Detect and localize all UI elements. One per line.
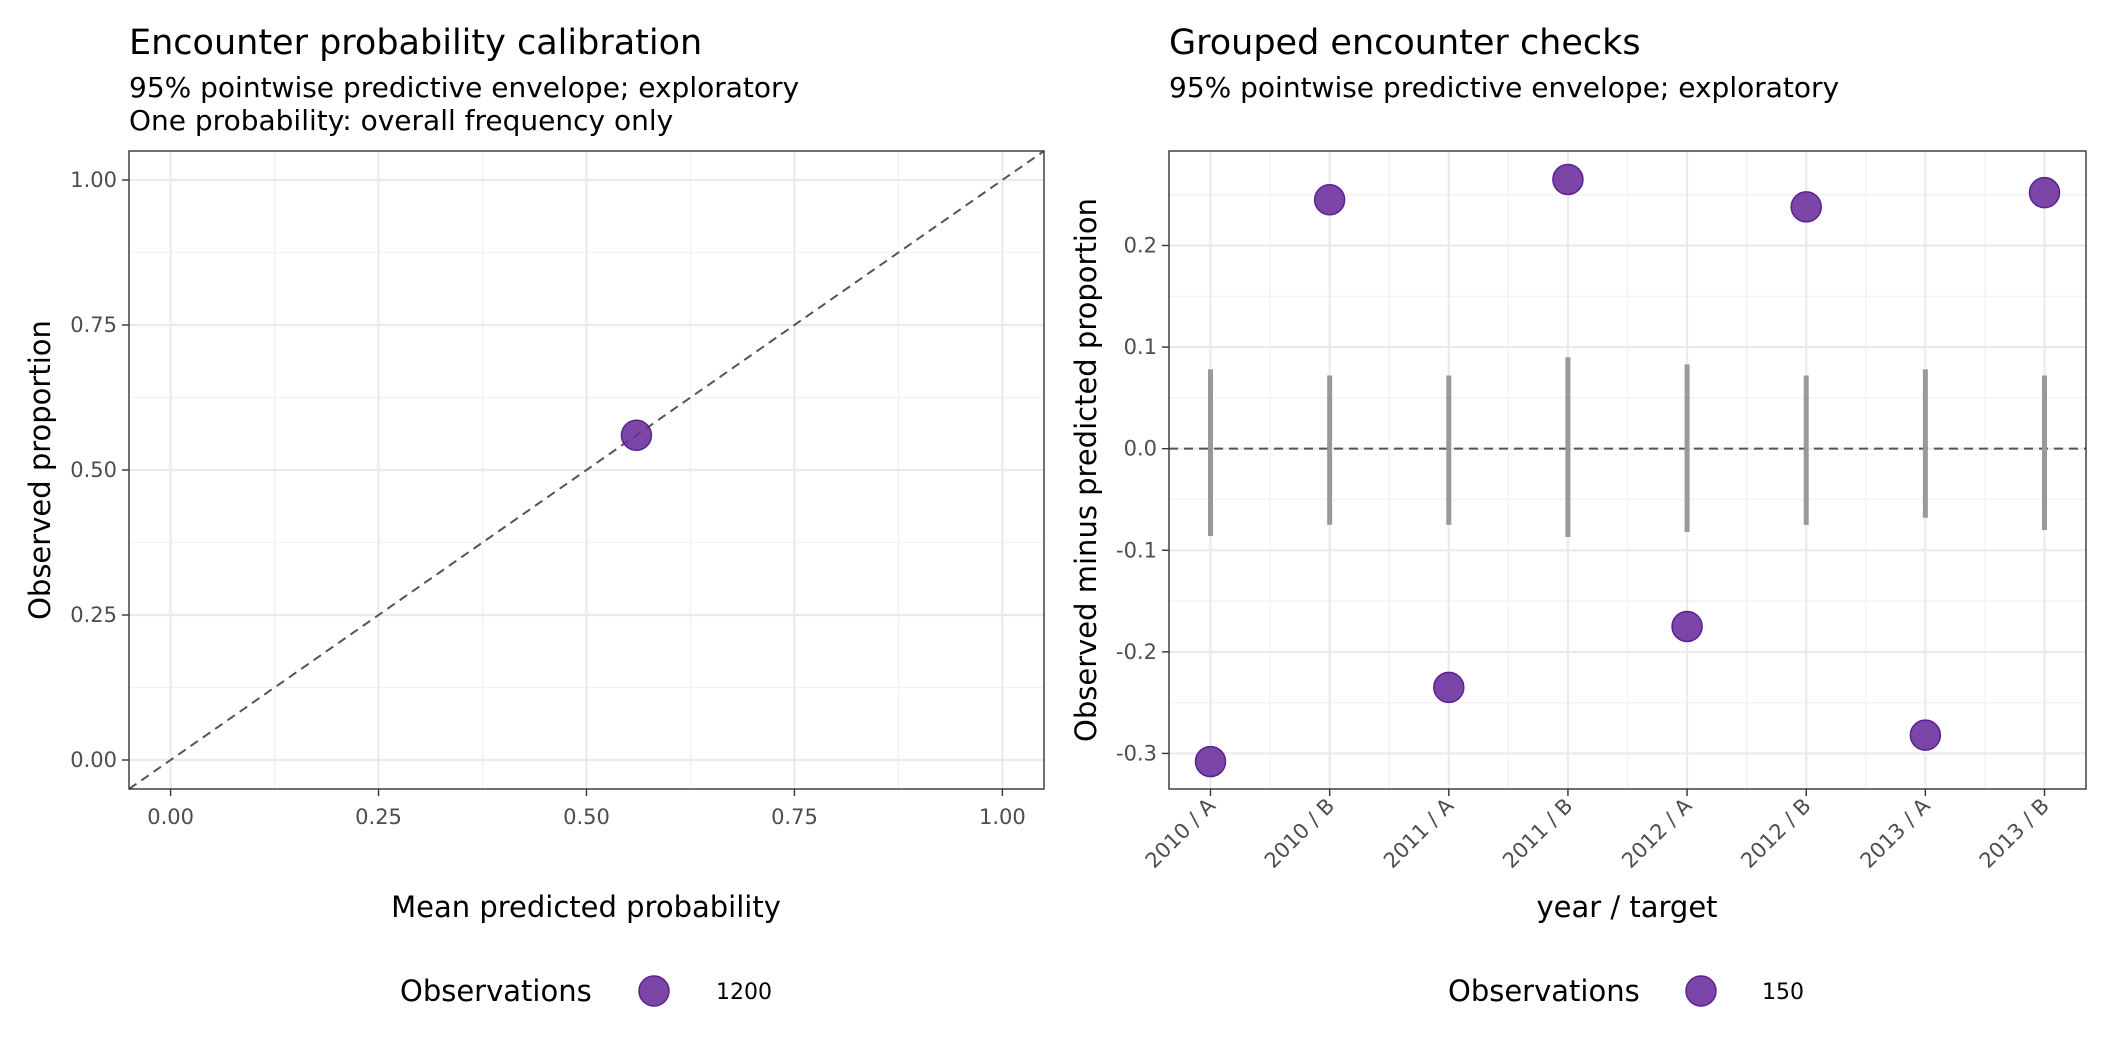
grouped-legend: Observations 150 — [1448, 974, 1804, 1008]
calibration-y-tick-label: 0.50 — [70, 458, 117, 482]
calibration-x-tick-label: 1.00 — [979, 805, 1026, 829]
calibration-x-tick-label: 0.50 — [563, 805, 610, 829]
calibration-x-tick-label: 0.75 — [771, 805, 818, 829]
grouped-subtitle-line-1: 95% pointwise predictive envelope; explo… — [1169, 71, 1839, 104]
grouped-point — [1433, 671, 1465, 704]
calibration-point — [620, 419, 653, 451]
calibration-title: Encounter probability calibration — [129, 23, 702, 63]
calibration-y-axis: 0.00 0.25 0.50 0.75 1.00 — [70, 168, 129, 772]
calibration-subtitle-line-1: 95% pointwise predictive envelope; explo… — [129, 71, 799, 104]
calibration-legend: Observations 1200 — [400, 974, 772, 1008]
calibration-y-tick-label: 0.75 — [70, 313, 117, 337]
calibration-subtitle-line-2: One probability: overall frequency only — [129, 104, 673, 137]
grouped-plot-border — [1168, 150, 2087, 790]
grouped-x-axis-title: year / target — [1536, 890, 1717, 924]
grouped-point — [2028, 176, 2061, 209]
calibration-y-tick-label: 0.00 — [70, 748, 117, 772]
grouped-point — [1313, 184, 1346, 216]
grouped-point — [1790, 191, 1822, 223]
calibration-y-axis-title: Observed proportion — [23, 320, 57, 620]
grouped-point — [1194, 745, 1227, 778]
grouped-y-tick-label: -0.2 — [1116, 640, 1157, 664]
calibration-y-tick-label: 1.00 — [70, 168, 117, 192]
identity-reference-line — [128, 150, 1045, 790]
calibration-points — [620, 419, 653, 451]
grouped-points — [1194, 163, 2061, 778]
calibration-panel: Encounter probability calibration 95% po… — [23, 23, 1045, 1008]
grouped-title: Grouped encounter checks — [1169, 23, 1641, 63]
calibration-x-axis-title: Mean predicted probability — [391, 890, 781, 924]
grouped-y-tick-label: 0.0 — [1124, 437, 1157, 461]
calibration-legend-label: 1200 — [716, 980, 772, 1005]
grouped-y-tick-label: 0.2 — [1124, 233, 1157, 257]
grouped-y-tick-label: -0.1 — [1116, 538, 1157, 562]
grouped-y-tick-label: 0.1 — [1124, 335, 1157, 359]
grouped-legend-key — [1685, 975, 1717, 1007]
grouped-envelopes — [1208, 357, 2047, 538]
grouped-point — [1671, 610, 1703, 643]
grouped-point — [1552, 163, 1584, 196]
calibration-x-tick-label: 0.25 — [355, 805, 402, 829]
grouped-legend-title: Observations — [1448, 974, 1640, 1008]
calibration-legend-key — [638, 975, 670, 1007]
grouped-point — [1909, 719, 1942, 751]
grouped-y-axis-title: Observed minus predicted proportion — [1069, 198, 1103, 742]
calibration-x-axis: 0.00 0.25 0.50 0.75 1.00 — [147, 789, 1026, 829]
calibration-legend-title: Observations — [400, 974, 592, 1008]
calibration-x-tick-label: 0.00 — [147, 805, 194, 829]
calibration-identity-line — [128, 150, 1045, 790]
grouped-y-axis: -0.3 -0.2 -0.1 0.0 0.1 0.2 — [1116, 233, 1169, 765]
grouped-legend-label: 150 — [1762, 980, 1804, 1005]
grouped-y-tick-label: -0.3 — [1116, 741, 1157, 765]
calibration-y-tick-label: 0.25 — [70, 603, 117, 627]
